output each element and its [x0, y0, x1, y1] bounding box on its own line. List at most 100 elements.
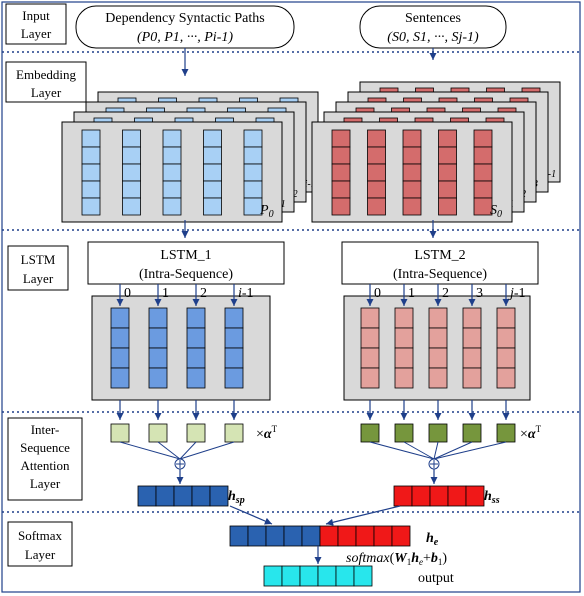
attn-right-to-sum-4	[433, 441, 507, 460]
sentences-stack-cell	[367, 163, 386, 182]
paths-stack-cell	[122, 197, 141, 216]
lstm2-index-2: 2	[442, 286, 449, 301]
lstm2-cell	[428, 367, 448, 389]
lstm1-cell	[224, 307, 244, 329]
hsp-cell-0	[137, 485, 157, 507]
lstm1-cell	[148, 307, 168, 329]
sentences-stack-cell	[331, 197, 351, 216]
lstm1-output-panel: 0 1 2 i-1	[91, 284, 271, 420]
arrow-hsp-to-he	[229, 505, 273, 525]
attn-left-weight-2	[186, 423, 206, 443]
lstm1-cell	[186, 347, 206, 369]
sentences-stack-cell	[473, 129, 493, 148]
lstm1-cell	[224, 347, 244, 369]
h-sp-vector	[137, 485, 229, 507]
hss-cell-1	[411, 485, 431, 507]
paths-stack-cell	[122, 163, 141, 182]
lstm2-cell	[394, 347, 414, 369]
paths-stack-label-0: P0	[259, 203, 274, 220]
lstm1-cell	[148, 347, 168, 369]
lstm1-cell	[186, 327, 206, 349]
softmax-layer-line1: Softmax	[18, 528, 63, 543]
lstm1-cell	[148, 327, 168, 349]
lstm2-index-3: 3	[476, 286, 483, 301]
sentences-stack-cell	[331, 163, 351, 182]
he-right-cell-4	[391, 525, 411, 547]
alpha-right-label: ×αT	[520, 424, 542, 442]
h-ss-vector	[393, 485, 485, 507]
input-layer-line2: Layer	[21, 26, 52, 41]
hss-cell-4	[465, 485, 485, 507]
lstm2-cell	[496, 347, 516, 369]
sentences-stack-cell	[473, 163, 493, 182]
attention-layer-line1: Inter-	[31, 422, 60, 437]
layer-label-input: Input Layer	[5, 3, 67, 45]
he-left-cell-3	[283, 525, 303, 547]
lstm1-index-0: 0	[124, 286, 131, 301]
lstm1-index-3: i-1	[238, 286, 254, 301]
he-right-cell-2	[355, 525, 375, 547]
lstm2-index-rest: -1	[514, 286, 526, 301]
hss-cell-0	[393, 485, 413, 507]
alpha-left-label: ×αT	[256, 424, 278, 442]
lstm2-box: LSTM_2 (Intra-Sequence)	[341, 241, 539, 285]
he-left-cell-1	[247, 525, 267, 547]
paths-stack-cell	[243, 129, 263, 148]
attn-right-to-sum-2	[433, 441, 439, 460]
paths-stack-cell	[203, 146, 222, 165]
lstm2-cell	[360, 367, 380, 389]
output-cell-3	[317, 565, 337, 587]
lstm1-subtitle: (Intra-Sequence)	[139, 267, 233, 282]
lstm2-cell	[394, 307, 414, 329]
attn-left-weight-3	[224, 423, 244, 443]
paths-stack-sheet-0: P0	[61, 121, 283, 223]
attention-layer-line4: Layer	[30, 476, 61, 491]
lstm1-index-rest: -1	[242, 286, 254, 301]
sentences-stack-cell	[438, 180, 457, 199]
attn-right-weight-0	[360, 423, 380, 443]
sentences-stack-label-4-sub: j-1	[543, 169, 556, 180]
paths-stack-cell	[81, 163, 101, 182]
output-cell-2	[299, 565, 319, 587]
attn-right-weight-3	[462, 423, 482, 443]
paths-stack-label-2-sub: 2	[293, 189, 298, 200]
sentences-stack-cell	[331, 129, 351, 148]
lstm1-cell	[110, 347, 130, 369]
attn-left-to-sum-2	[179, 441, 197, 460]
attn-right-weight-2	[428, 423, 448, 443]
layer-label-attention: Inter- Sequence Attention Layer	[7, 417, 83, 501]
attn-right-weight-1	[394, 423, 414, 443]
h-ss-label: hss	[484, 489, 500, 506]
layer-label-embedding: Embedding Layer	[5, 61, 87, 103]
output-vector	[263, 565, 373, 587]
paths-stack-cell	[162, 197, 182, 216]
paths-stack-cell	[81, 180, 101, 199]
sentences-stack-cell	[438, 129, 457, 148]
sentences-embedding-stack: Sj-1S3S2S1S0	[311, 81, 561, 223]
lstm2-index-var: j	[508, 286, 514, 301]
lstm2-title: LSTM_2	[414, 248, 465, 263]
output-cell-4	[335, 565, 355, 587]
output-label: output	[418, 571, 454, 586]
paths-embedding-stack: Pi-1P2P1P0	[61, 91, 319, 223]
lstm1-index-2: 2	[200, 286, 207, 301]
lstm2-cell	[496, 307, 516, 329]
attn-right-to-sum-0	[369, 441, 435, 460]
paths-stack-cell	[203, 163, 222, 182]
lstm2-cell	[428, 347, 448, 369]
he-right-cell-1	[337, 525, 357, 547]
paths-stack-label-3-sub: i-1	[305, 179, 316, 190]
sentences-stack-cell	[402, 163, 422, 182]
lstm2-cell	[462, 367, 482, 389]
input-paths-title: Dependency Syntactic Paths	[105, 11, 264, 26]
sentences-stack-cell	[367, 146, 386, 165]
paths-stack-cell	[122, 146, 141, 165]
hsp-cell-4	[209, 485, 229, 507]
hsp-cell-2	[173, 485, 193, 507]
sentences-stack-cell	[331, 146, 351, 165]
arrow-hss-to-he	[325, 505, 401, 526]
lstm2-cell	[360, 347, 380, 369]
lstm2-index-1: 1	[408, 286, 415, 301]
lstm1-box: LSTM_1 (Intra-Sequence)	[87, 241, 285, 285]
sentences-stack-cell	[367, 129, 386, 148]
